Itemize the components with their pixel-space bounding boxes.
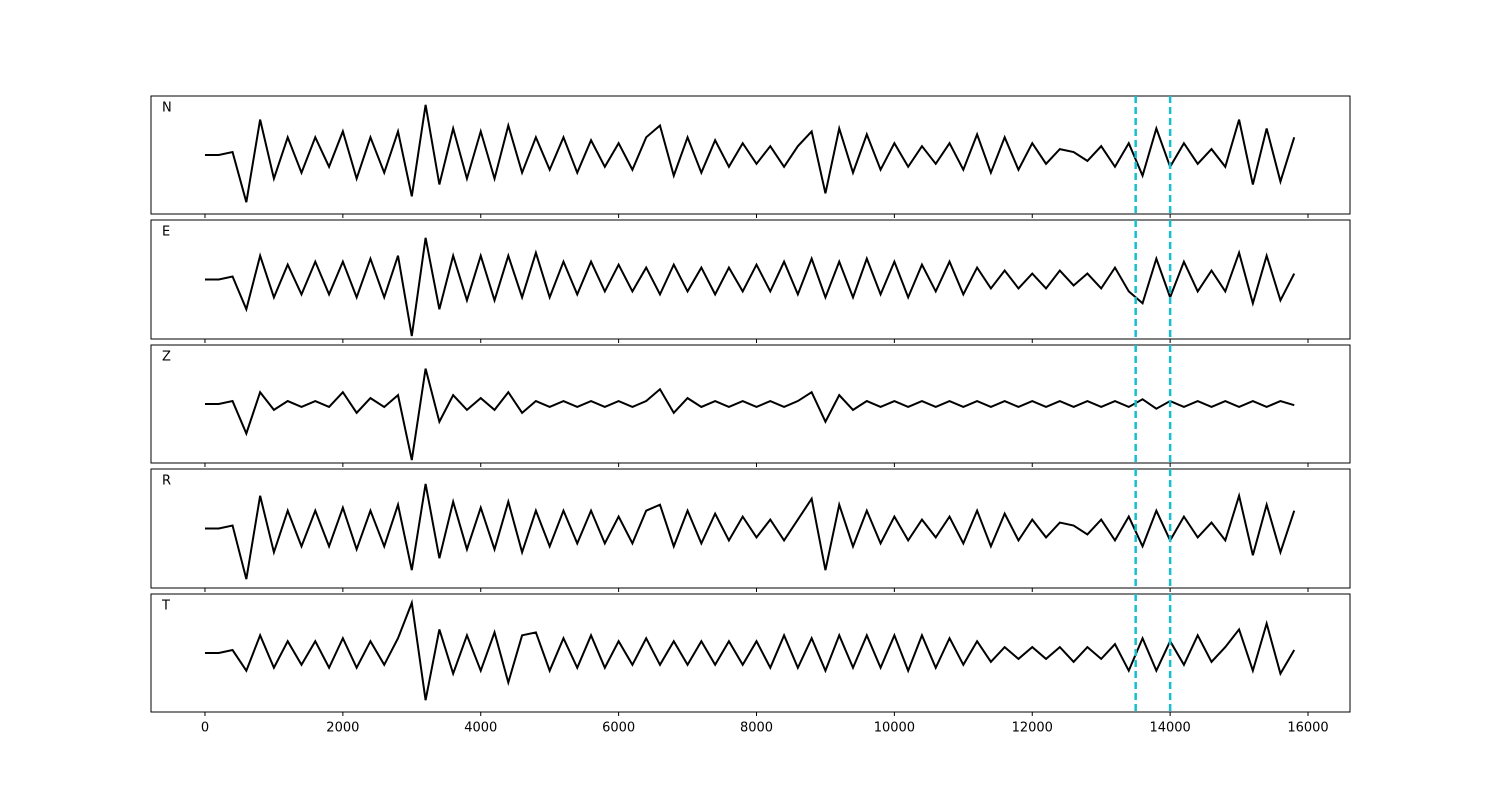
panel-label: Z — [162, 350, 171, 365]
trace — [204, 368, 1295, 461]
panel-label: R — [162, 474, 171, 489]
x-tick-label: 12000 — [1012, 721, 1053, 736]
x-tick-label: 2000 — [326, 721, 359, 736]
x-tick-label: 0 — [201, 721, 209, 736]
trace — [204, 598, 1296, 701]
x-tick-label: 14000 — [1149, 721, 1190, 736]
x-tick-label: 16000 — [1287, 721, 1328, 736]
panel-label: E — [162, 225, 170, 240]
trace — [204, 237, 1296, 337]
x-tick-label: 6000 — [602, 721, 635, 736]
panel-label: T — [161, 599, 170, 614]
x-tick-label: 4000 — [464, 721, 497, 736]
x-tick-label: 10000 — [874, 721, 915, 736]
trace — [204, 483, 1296, 580]
trace — [204, 104, 1296, 203]
panel-label: N — [162, 101, 172, 116]
x-tick-label: 8000 — [740, 721, 773, 736]
